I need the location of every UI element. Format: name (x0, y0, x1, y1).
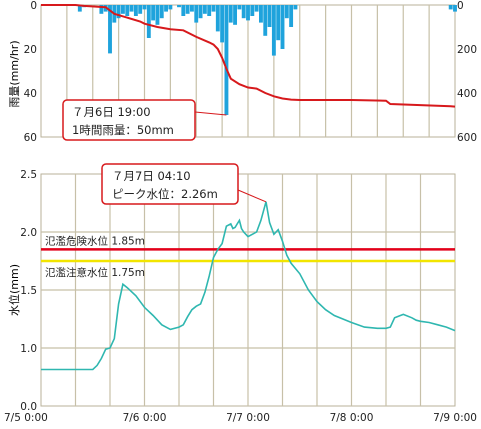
time-x-tick-label: 7/6 0:00 (123, 412, 167, 424)
cumulative-rainfall-line (41, 4, 456, 108)
rainfall-bar (168, 5, 173, 10)
rainfall-bars (77, 5, 457, 115)
rainfall-bar (138, 5, 143, 14)
rainfall-bar (276, 5, 281, 41)
rainfall-bar (246, 5, 250, 21)
rainfall-y-tick-label: 20 (24, 44, 37, 56)
rainfall-peak-callout: ７月6日 19:00 1時間雨量：50mm (62, 99, 227, 141)
water-level-y-tick-label: 2.5 (20, 169, 37, 181)
peak-callout-line1: ７月7日 04:10 (112, 169, 191, 183)
rainfall-bar (448, 5, 453, 10)
rainfall-bar (271, 5, 276, 56)
rainfall-bar (129, 5, 134, 12)
rainfall-bar (258, 5, 263, 23)
rainfall-bar (220, 5, 225, 43)
rainfall-bar (224, 5, 229, 115)
rainfall-y-tick-label: 40 (24, 88, 37, 100)
rainfall-bar (198, 5, 203, 19)
rainfall-y-tick-label: 60 (24, 132, 37, 144)
rainfall-bar (99, 5, 104, 14)
cumulative-y-tick-label: 400 (457, 88, 477, 100)
rainfall-bar (120, 5, 125, 14)
rainfall-bar (284, 5, 289, 19)
rainfall-bar (233, 5, 238, 25)
rainfall-callout-line1: ７月6日 19:00 (72, 105, 151, 119)
water-level-line (41, 201, 456, 371)
rainfall-bar (293, 5, 298, 10)
rainfall-callout-box (62, 99, 196, 141)
water-level-panel: 氾濫危険水位 1.85m 氾濫注意水位 1.75m 0.0 1.0 1.5 2.0 2.… (4, 169, 477, 424)
rainfall-bar (77, 5, 82, 12)
time-x-tick-label: 7/9 0:00 (433, 412, 477, 424)
peak-callout-box (101, 163, 239, 205)
time-x-tick-label: 7/7 0:00 (226, 412, 270, 424)
rainfall-bar (189, 5, 194, 12)
time-x-ticks: 7/5 0:00 7/6 0:00 7/7 0:00 7/8 0:00 7/9 0:00 (4, 412, 477, 424)
rainfall-bar (207, 5, 212, 16)
water-level-y-ticks: 0.0 1.0 1.5 2.0 2.5 (20, 169, 37, 413)
water-level-y-axis-label: 水位(mm) (7, 264, 21, 316)
rainfall-bar (228, 5, 233, 23)
rainfall-bar (142, 5, 147, 10)
rainfall-bar (108, 5, 112, 54)
cumulative-y-ticks: 0 200 400 600 (457, 0, 477, 144)
rainfall-bar (146, 5, 151, 38)
rainfall-bar (267, 5, 272, 27)
danger-level-label: 氾濫危険水位 1.85m (45, 234, 145, 247)
rainfall-bar (250, 5, 255, 16)
water-level-grid (41, 174, 455, 406)
water-level-y-tick-label: 1.0 (20, 343, 37, 355)
rainfall-bar (453, 5, 457, 12)
rainfall-y-axis-label: 雨量(mm/hr) (8, 40, 21, 107)
cumulative-y-tick-label: 600 (457, 132, 477, 144)
peak-water-level-callout: ７月7日 04:10 ピーク水位：2.26m (101, 163, 267, 205)
rainfall-bar (211, 5, 216, 12)
rainfall-bar (241, 5, 246, 19)
rainfall-bar (263, 5, 268, 36)
rainfall-y-tick-label: 0 (30, 0, 37, 12)
rainfall-bar (133, 5, 138, 16)
time-x-tick-label: 7/8 0:00 (330, 412, 374, 424)
rainfall-bar (125, 5, 130, 16)
rainfall-bar (177, 5, 181, 8)
rainfall-bar (181, 5, 186, 16)
rainfall-bar (155, 5, 160, 25)
caution-level-label: 氾濫注意水位 1.75m (45, 266, 145, 279)
rainfall-bar (164, 5, 169, 12)
rainfall-bar (254, 5, 259, 12)
rainfall-y-ticks: 0 20 40 60 (24, 0, 37, 144)
rainfall-bar (202, 5, 207, 14)
rainfall-callout-leader (194, 111, 227, 116)
water-level-y-tick-label: 2.0 (20, 227, 37, 239)
peak-callout-leader (237, 189, 267, 203)
rainfall-callout-line2: 1時間雨量：50mm (72, 123, 174, 137)
peak-callout-line2: ピーク水位：2.26m (112, 187, 218, 201)
rainfall-bar (215, 5, 220, 32)
rainfall-bar (151, 5, 156, 21)
time-x-tick-label: 7/5 0:00 (4, 412, 48, 424)
cumulative-y-tick-label: 200 (457, 44, 477, 56)
water-level-y-tick-label: 0.0 (20, 401, 37, 413)
rainfall-bar (159, 5, 164, 19)
rainfall-bar (237, 5, 242, 10)
rainfall-bar (185, 5, 190, 14)
water-level-y-tick-label: 1.5 (20, 285, 37, 297)
rainfall-bar (289, 5, 294, 27)
cumulative-y-tick-label: 0 (457, 0, 464, 12)
rainfall-bar (116, 5, 121, 19)
rainfall-bar (280, 5, 285, 49)
rainfall-bar (194, 5, 199, 23)
